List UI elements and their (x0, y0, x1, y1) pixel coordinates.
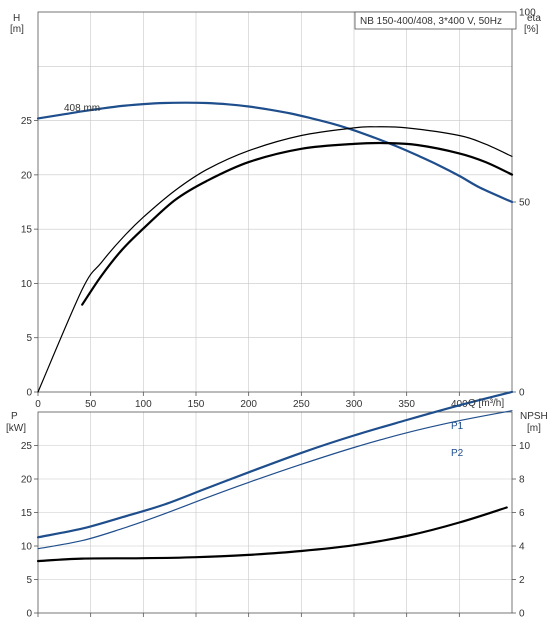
y-tick-label-left: 5 (26, 575, 32, 586)
series-line-p2 (37, 410, 513, 550)
curve-annotation: 408 mm (64, 103, 100, 114)
legend-p1: P1 (451, 421, 464, 432)
y-tick-label-right: 50 (519, 198, 531, 209)
y-tick-label-right: 0 (519, 609, 525, 620)
y-axis-unit-head: [m] (10, 24, 24, 35)
y-tick-label-right: 8 (519, 475, 525, 486)
x-tick-label: 350 (398, 399, 415, 410)
y-tick-label-right: 2 (519, 575, 525, 586)
x-tick-label: 200 (240, 399, 257, 410)
series-line-head (36, 101, 514, 204)
y-tick-label-left: 15 (21, 508, 33, 519)
y-tick-label-left: 5 (26, 333, 32, 344)
y-tick-label-right: 0 (519, 388, 525, 399)
series-line-npsh (36, 506, 508, 563)
x-tick-label: 0 (35, 399, 41, 410)
y-tick-label-right: 100 (519, 8, 536, 19)
x-tick-label: 250 (293, 399, 310, 410)
y-axis-label-head: H (13, 13, 20, 24)
x-tick-label: 50 (85, 399, 97, 410)
series-line-p1 (36, 390, 514, 539)
y-tick-label-left: 10 (21, 279, 33, 290)
y-tick-label-left: 25 (21, 116, 33, 127)
y-tick-label-left: 25 (21, 441, 33, 452)
x-axis-label-flow: Q [m³/h] (468, 398, 504, 409)
y-tick-label-right: 10 (519, 441, 531, 452)
chart-title: NB 150-400/408, 3*400 V, 50Hz (360, 16, 502, 27)
x-tick-label: 150 (188, 399, 205, 410)
x-tick-label: 100 (135, 399, 152, 410)
y-tick-label-right: 4 (519, 542, 525, 553)
y-axis-unit-npsh: [m] (527, 423, 541, 434)
y-tick-label-left: 15 (21, 225, 33, 236)
y-tick-label-right: 6 (519, 508, 525, 519)
y-tick-label-left: 10 (21, 542, 33, 553)
y-tick-label-left: 0 (26, 609, 32, 620)
y-tick-label-left: 20 (21, 170, 33, 181)
series-line-eta-2 (81, 141, 514, 306)
y-axis-label-eta: eta (527, 13, 541, 24)
x-tick-label: 300 (346, 399, 363, 410)
series-line-eta-1 (37, 126, 513, 393)
y-axis-label-npsh: NPSH (520, 411, 548, 422)
legend-p2: P2 (451, 448, 464, 459)
y-axis-label-power: P (11, 411, 18, 422)
y-axis-unit-eta: [%] (524, 24, 539, 35)
chart-title-box (354, 11, 517, 30)
plot-frame (37, 11, 513, 393)
y-tick-label-left: 0 (26, 388, 32, 399)
y-axis-unit-power: [kW] (6, 423, 26, 434)
y-tick-label-left: 20 (21, 475, 33, 486)
